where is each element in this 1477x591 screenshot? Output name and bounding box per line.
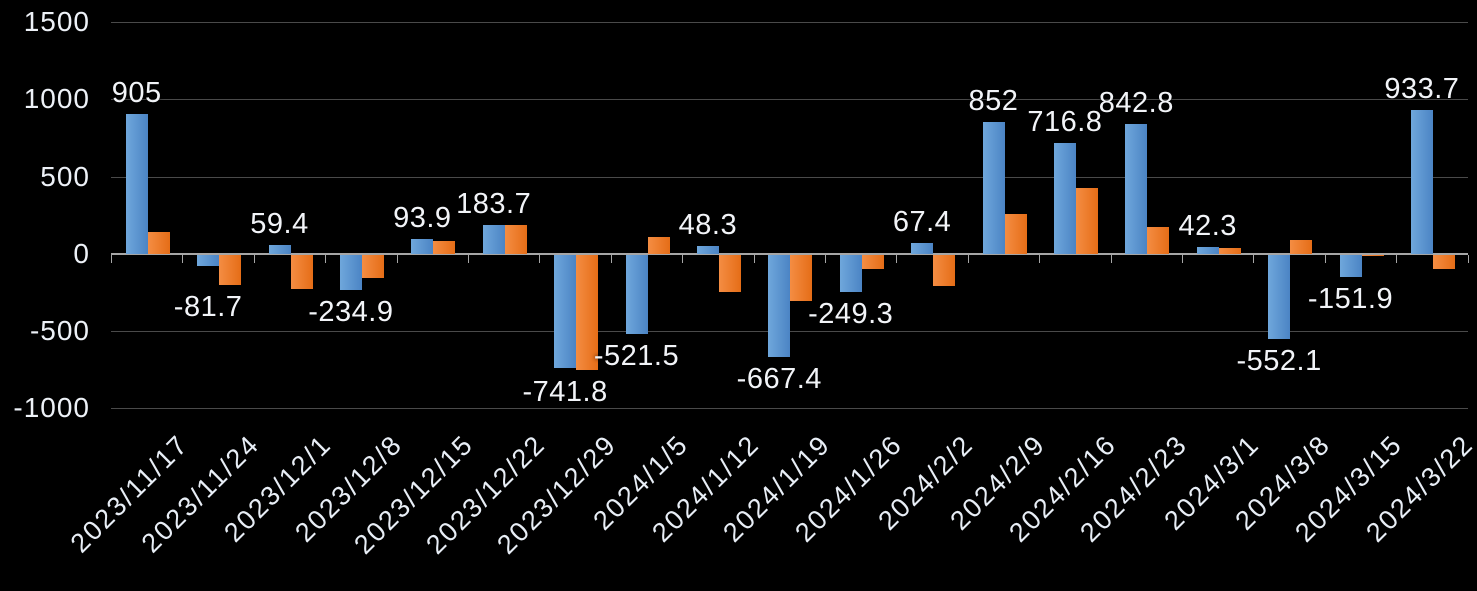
bar-orange[interactable] [576,254,599,370]
y-axis-tick-label: 1500 [23,6,90,37]
axis-tick [682,254,684,263]
data-label: -234.9 [308,296,394,329]
data-label: 933.7 [1384,72,1460,105]
axis-tick [539,254,541,263]
bar-blue[interactable] [1125,123,1148,254]
y-axis-tick-label: -500 [29,315,90,347]
bar-orange[interactable] [1075,188,1098,254]
bar-blue[interactable] [625,254,648,335]
axis-tick [825,254,826,263]
axis-tick [1324,254,1326,263]
bar-orange[interactable] [147,232,170,254]
data-label: 842.8 [1098,86,1174,119]
bar-orange[interactable] [1147,226,1170,254]
axis-tick [396,254,398,263]
y-axis-tick-label: 500 [40,160,90,192]
y-axis-tick-label: 0 [73,237,90,269]
bar-orange[interactable] [219,254,242,285]
bar-blue[interactable] [768,254,791,357]
bar-blue[interactable] [1053,143,1076,254]
axis-tick [111,254,112,263]
bar-blue[interactable] [911,243,934,254]
x-axis-line [111,252,1468,255]
bar-blue[interactable] [1339,254,1362,278]
axis-tick [1467,254,1469,263]
bar-blue[interactable] [411,239,434,254]
data-label: -81.7 [173,290,243,323]
axis-tick [1253,254,1255,263]
data-label: -151.9 [1307,283,1394,316]
bar-orange[interactable] [1432,254,1455,270]
bar-blue[interactable] [554,254,577,369]
bar-blue[interactable] [839,254,862,293]
data-label: -552.1 [1236,345,1322,378]
bar-orange[interactable] [933,254,956,287]
axis-tick [468,254,469,263]
gridline [111,22,1468,23]
data-label: -521.5 [593,340,680,373]
bar-orange[interactable] [504,225,527,254]
bar-orange[interactable] [1218,248,1241,254]
data-label: 852 [968,85,1019,118]
bar-orange[interactable] [647,236,670,254]
bar-blue[interactable] [1196,247,1219,254]
data-label: 48.3 [678,209,738,242]
bar-orange[interactable] [1361,254,1384,257]
data-label: 67.4 [892,206,952,239]
y-axis-tick-label: -1000 [13,392,90,424]
bar-blue[interactable] [197,254,220,267]
bar-blue[interactable] [268,244,291,254]
bar-blue[interactable] [339,254,362,291]
axis-tick [253,254,255,263]
data-label: 42.3 [1178,210,1237,243]
data-label: -667.4 [736,362,822,395]
axis-tick [753,254,755,263]
data-label: 59.4 [250,207,309,240]
data-label: 905 [111,76,162,109]
gridline [111,177,1468,178]
axis-tick [1110,254,1112,263]
bar-orange[interactable] [718,254,741,293]
data-label: 716.8 [1027,106,1103,139]
axis-tick [896,254,898,263]
bar-blue[interactable] [696,246,719,254]
bar-blue[interactable] [482,225,505,254]
axis-tick [182,254,184,263]
bar-orange[interactable] [433,240,456,254]
bar-blue[interactable] [125,113,148,254]
data-label: -249.3 [808,298,894,331]
bar-orange[interactable] [861,254,884,269]
data-label: 183.7 [456,188,532,221]
bar-blue[interactable] [982,122,1005,254]
gridline [111,408,1468,409]
axis-tick [1182,254,1183,263]
bar-orange[interactable] [361,254,384,278]
bar-blue[interactable] [1268,254,1291,340]
data-label: 93.9 [393,202,452,235]
gridline [111,99,1468,100]
axis-tick [967,254,969,263]
axis-tick [610,254,612,263]
axis-tick [325,254,327,263]
bar-blue[interactable] [1410,109,1433,254]
bar-orange[interactable] [1004,214,1027,254]
bar-orange[interactable] [790,254,813,301]
bar-orange[interactable] [1290,239,1313,254]
y-axis-tick-label: 1000 [23,83,90,115]
axis-tick [1396,254,1398,263]
axis-tick [1039,254,1041,263]
bar-orange[interactable] [290,254,313,290]
data-label: -741.8 [522,375,608,408]
